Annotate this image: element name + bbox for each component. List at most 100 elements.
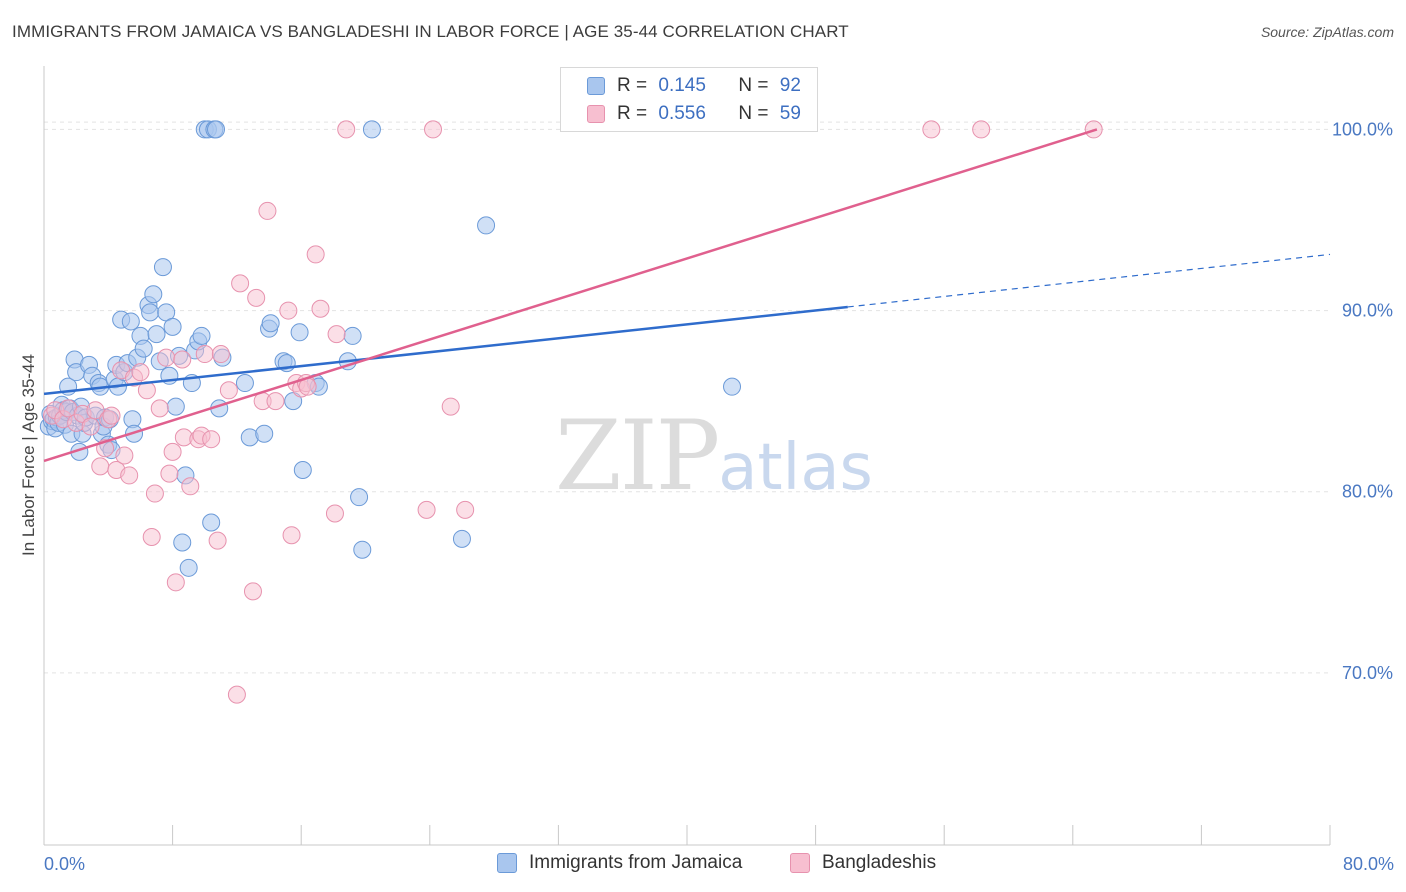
bangladeshi-point-50 bbox=[311, 299, 330, 318]
jamaica-point-88 bbox=[362, 120, 381, 139]
n-value: 59 bbox=[779, 103, 801, 124]
jamaica-point-79 bbox=[284, 392, 303, 411]
bangladeshi-point-54 bbox=[417, 500, 436, 519]
jamaica-point-41 bbox=[121, 312, 140, 331]
axes bbox=[43, 66, 1330, 846]
y-tick-label-90: 90.0% bbox=[1342, 301, 1393, 321]
jamaica-point-86 bbox=[350, 488, 369, 507]
bangladeshi-point-56 bbox=[441, 397, 460, 416]
bangladeshi-point-11 bbox=[102, 406, 121, 425]
jamaica-point-56 bbox=[166, 397, 185, 416]
jamaica-point-48 bbox=[141, 303, 160, 322]
series-bangladeshi-points bbox=[43, 120, 1103, 704]
jamaica-point-76 bbox=[261, 314, 280, 333]
bangladeshi-point-39 bbox=[247, 288, 266, 307]
jamaica-point-52 bbox=[153, 258, 172, 277]
bangladeshi-legend-swatch bbox=[790, 853, 810, 873]
jamaica-point-46 bbox=[134, 339, 153, 358]
stats-row-bangladeshi: R = 0.556 N = 59 bbox=[587, 102, 801, 126]
bangladeshi-point-7 bbox=[86, 401, 105, 420]
x-tick-label-min: 0.0% bbox=[44, 854, 85, 874]
bangladeshi-point-35 bbox=[219, 381, 238, 400]
r-label: R = bbox=[617, 103, 653, 124]
series-legend: Immigrants from Jamaica Bangladeshis bbox=[0, 852, 1406, 878]
jamaica-point-81 bbox=[293, 460, 312, 479]
y-tick-label-80: 80.0% bbox=[1342, 482, 1393, 502]
jamaica-point-74 bbox=[255, 424, 274, 443]
stats-legend: R = 0.145 N = 92 R = 0.556 N = 59 bbox=[560, 67, 818, 132]
x-tick-label-max: 80.0% bbox=[1343, 854, 1394, 874]
y-tick-label-100: 100.0% bbox=[1332, 119, 1393, 139]
jamaica-point-80 bbox=[290, 323, 309, 342]
legend-label-bangladeshi: Bangladeshis bbox=[822, 852, 937, 873]
bangladeshi-point-19 bbox=[142, 528, 161, 547]
y-tick-label-70: 70.0% bbox=[1342, 663, 1393, 683]
bangladeshi-trend-line bbox=[43, 128, 1098, 463]
bangladeshi-point-24 bbox=[163, 442, 182, 461]
bangladeshi-point-43 bbox=[279, 301, 298, 320]
jamaica-trend-extension bbox=[847, 253, 1331, 308]
bangladeshi-swatch bbox=[587, 105, 605, 123]
jamaica-trend-line bbox=[43, 305, 848, 396]
jamaica-swatch bbox=[587, 77, 605, 95]
bangladeshi-point-49 bbox=[306, 245, 325, 264]
bangladeshi-point-25 bbox=[166, 573, 185, 592]
jamaica-point-50 bbox=[147, 325, 166, 344]
jamaica-point-58 bbox=[173, 533, 192, 552]
bangladeshi-point-59 bbox=[972, 120, 991, 139]
watermark-zip: ZIP bbox=[555, 400, 720, 512]
source-label: Source: ZipAtlas.com bbox=[1260, 24, 1394, 40]
jamaica-point-64 bbox=[192, 326, 211, 345]
jamaica-legend-swatch bbox=[497, 853, 517, 873]
n-value: 92 bbox=[779, 75, 801, 96]
bangladeshi-point-6 bbox=[81, 417, 100, 436]
n-label: N = bbox=[738, 75, 774, 96]
y-tick-labels: 70.0% 80.0% 90.0% 100.0% bbox=[1332, 119, 1393, 682]
bangladeshi-point-55 bbox=[424, 120, 443, 139]
bangladeshi-point-8 bbox=[91, 457, 110, 476]
bangladeshi-point-33 bbox=[208, 531, 227, 550]
jamaica-point-72 bbox=[235, 374, 254, 393]
bangladeshi-point-26 bbox=[173, 350, 192, 369]
bangladeshi-point-22 bbox=[157, 348, 176, 367]
n-label: N = bbox=[738, 103, 774, 124]
watermark-atlas: atlas bbox=[718, 431, 873, 505]
jamaica-point-91 bbox=[723, 377, 742, 396]
bangladeshi-point-23 bbox=[160, 464, 179, 483]
bangladeshi-point-17 bbox=[131, 363, 150, 382]
legend-item-jamaica: Immigrants from Jamaica bbox=[497, 852, 742, 874]
watermark: ZIPatlas bbox=[555, 400, 873, 512]
jamaica-point-60 bbox=[179, 558, 198, 577]
jamaica-point-90 bbox=[477, 216, 496, 235]
bangladeshi-point-20 bbox=[145, 484, 164, 503]
bangladeshi-point-52 bbox=[327, 325, 346, 344]
bangladeshi-point-37 bbox=[231, 274, 250, 293]
bangladeshi-point-58 bbox=[922, 120, 941, 139]
jamaica-point-49 bbox=[144, 285, 163, 304]
jamaica-point-69 bbox=[207, 120, 226, 139]
jamaica-point-89 bbox=[452, 529, 471, 548]
jamaica-point-85 bbox=[343, 326, 362, 345]
legend-item-bangladeshi: Bangladeshis bbox=[790, 852, 936, 874]
bangladeshi-point-36 bbox=[227, 685, 246, 704]
bangladeshi-point-51 bbox=[325, 504, 344, 523]
bangladeshi-point-53 bbox=[337, 120, 356, 139]
jamaica-point-67 bbox=[202, 513, 221, 532]
bangladeshi-point-21 bbox=[150, 399, 169, 418]
series-jamaica-points bbox=[39, 120, 742, 577]
bangladeshi-point-44 bbox=[282, 526, 301, 545]
bangladeshi-point-41 bbox=[258, 201, 277, 220]
bangladeshi-point-15 bbox=[120, 466, 139, 485]
bangladeshi-point-57 bbox=[456, 500, 475, 519]
bangladeshi-point-31 bbox=[195, 345, 214, 364]
bangladeshi-point-38 bbox=[243, 582, 262, 601]
chart-title: IMMIGRANTS FROM JAMAICA VS BANGLADESHI I… bbox=[12, 22, 849, 41]
bangladeshi-point-42 bbox=[266, 392, 285, 411]
jamaica-point-87 bbox=[353, 540, 372, 559]
legend-label-jamaica: Immigrants from Jamaica bbox=[529, 852, 743, 873]
trend-lines bbox=[43, 128, 1331, 463]
gridlines bbox=[44, 121, 1330, 674]
jamaica-point-55 bbox=[163, 317, 182, 336]
bangladeshi-point-34 bbox=[211, 345, 230, 364]
